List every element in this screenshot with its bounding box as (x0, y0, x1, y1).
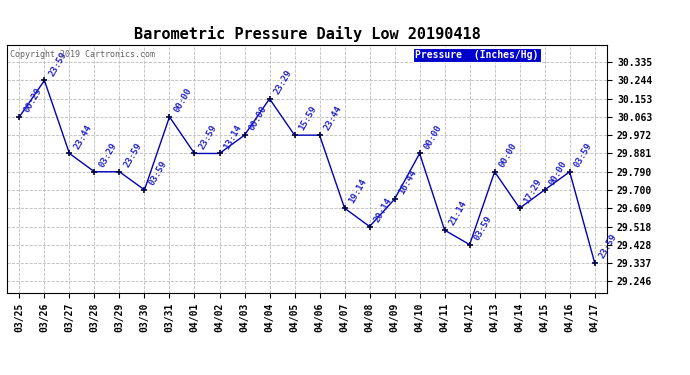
Text: 23:59: 23:59 (47, 50, 68, 78)
Text: 00:00: 00:00 (247, 105, 268, 132)
Text: 03:59: 03:59 (573, 141, 593, 169)
Text: 03:59: 03:59 (473, 214, 493, 242)
Text: 23:44: 23:44 (72, 123, 93, 151)
Text: 23:59: 23:59 (197, 123, 219, 151)
Text: 03:29: 03:29 (97, 141, 119, 169)
Text: 15:59: 15:59 (297, 105, 319, 132)
Text: 00:00: 00:00 (422, 123, 444, 151)
Text: 00:00: 00:00 (497, 141, 519, 169)
Text: 23:44: 23:44 (322, 105, 344, 132)
Text: 17:29: 17:29 (522, 178, 544, 206)
Text: 21:14: 21:14 (447, 200, 469, 227)
Text: 00:00: 00:00 (547, 159, 569, 187)
Text: 16:44: 16:44 (397, 169, 419, 196)
Title: Barometric Pressure Daily Low 20190418: Barometric Pressure Daily Low 20190418 (134, 27, 480, 42)
Text: 23:29: 23:29 (273, 68, 293, 96)
Text: Pressure  (Inches/Hg): Pressure (Inches/Hg) (415, 50, 538, 60)
Text: 20:14: 20:14 (373, 196, 393, 224)
Text: 03:59: 03:59 (147, 159, 168, 187)
Text: 23:59: 23:59 (122, 141, 144, 169)
Text: 23:59: 23:59 (598, 232, 619, 260)
Text: 00:29: 00:29 (22, 86, 43, 114)
Text: 19:14: 19:14 (347, 178, 368, 206)
Text: 13:14: 13:14 (222, 123, 244, 151)
Text: Copyright 2019 Cartronics.com: Copyright 2019 Cartronics.com (10, 50, 155, 59)
Text: 00:00: 00:00 (172, 86, 193, 114)
